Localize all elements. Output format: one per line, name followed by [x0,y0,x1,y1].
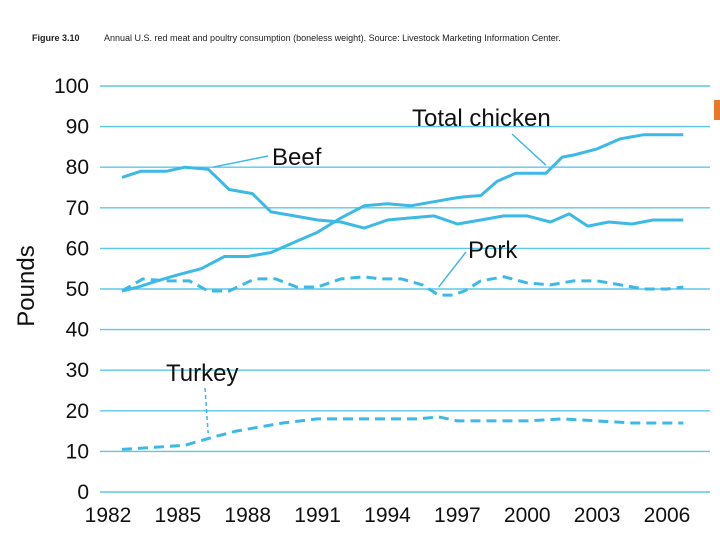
x-tick-label: 1997 [434,504,481,527]
annotation-leader [204,387,209,434]
annotation-leader [438,251,467,288]
x-tick-label: 1982 [85,504,132,527]
series-layer [121,133,684,451]
x-tick-label: 1988 [224,504,271,527]
annotation-pork: Pork [468,237,518,264]
x-tick-label: 2006 [644,504,691,527]
x-tick-label: 2000 [504,504,551,527]
series-line-turkey [121,415,684,451]
tick-layer: 0 10 20 30 40 50 60 70 80 90 100 1982 1985 1988 1991 19… [54,75,690,527]
annotation-leader [212,155,269,168]
y-tick-label: 30 [66,359,89,382]
y-tick-label: 100 [54,75,89,98]
y-tick-label: 70 [66,197,89,220]
y-tick-label: 90 [66,116,89,139]
annotation-turkey: Turkey [166,360,238,387]
series-line-beef [121,165,684,230]
y-tick-label: 10 [66,440,89,463]
y-tick-label: 80 [66,156,89,179]
annotation-total-chicken: Total chicken [412,105,551,132]
figure-caption: Annual U.S. red meat and poultry consump… [104,33,561,43]
annotation-leader [511,133,547,166]
figure-label: Figure 3.10 [32,33,80,43]
y-tick-label: 50 [66,278,89,301]
series-line-total-chicken [121,133,684,293]
grid-layer [100,85,710,493]
y-tick-label: 0 [77,481,89,504]
x-tick-label: 2003 [574,504,621,527]
y-tick-label: 20 [66,400,89,423]
x-tick-label: 1991 [294,504,341,527]
annotation-beef: Beef [272,144,322,171]
annotation-layer: Total chicken Beef Pork Turkey [166,105,551,434]
x-tick-label: 1985 [155,504,202,527]
x-tick-label: 1994 [364,504,411,527]
accent-marker [714,100,720,120]
series-line-pork [121,275,684,297]
y-tick-label: 60 [66,237,89,260]
y-tick-label: 40 [66,319,89,342]
y-axis-title: Pounds [13,245,40,326]
